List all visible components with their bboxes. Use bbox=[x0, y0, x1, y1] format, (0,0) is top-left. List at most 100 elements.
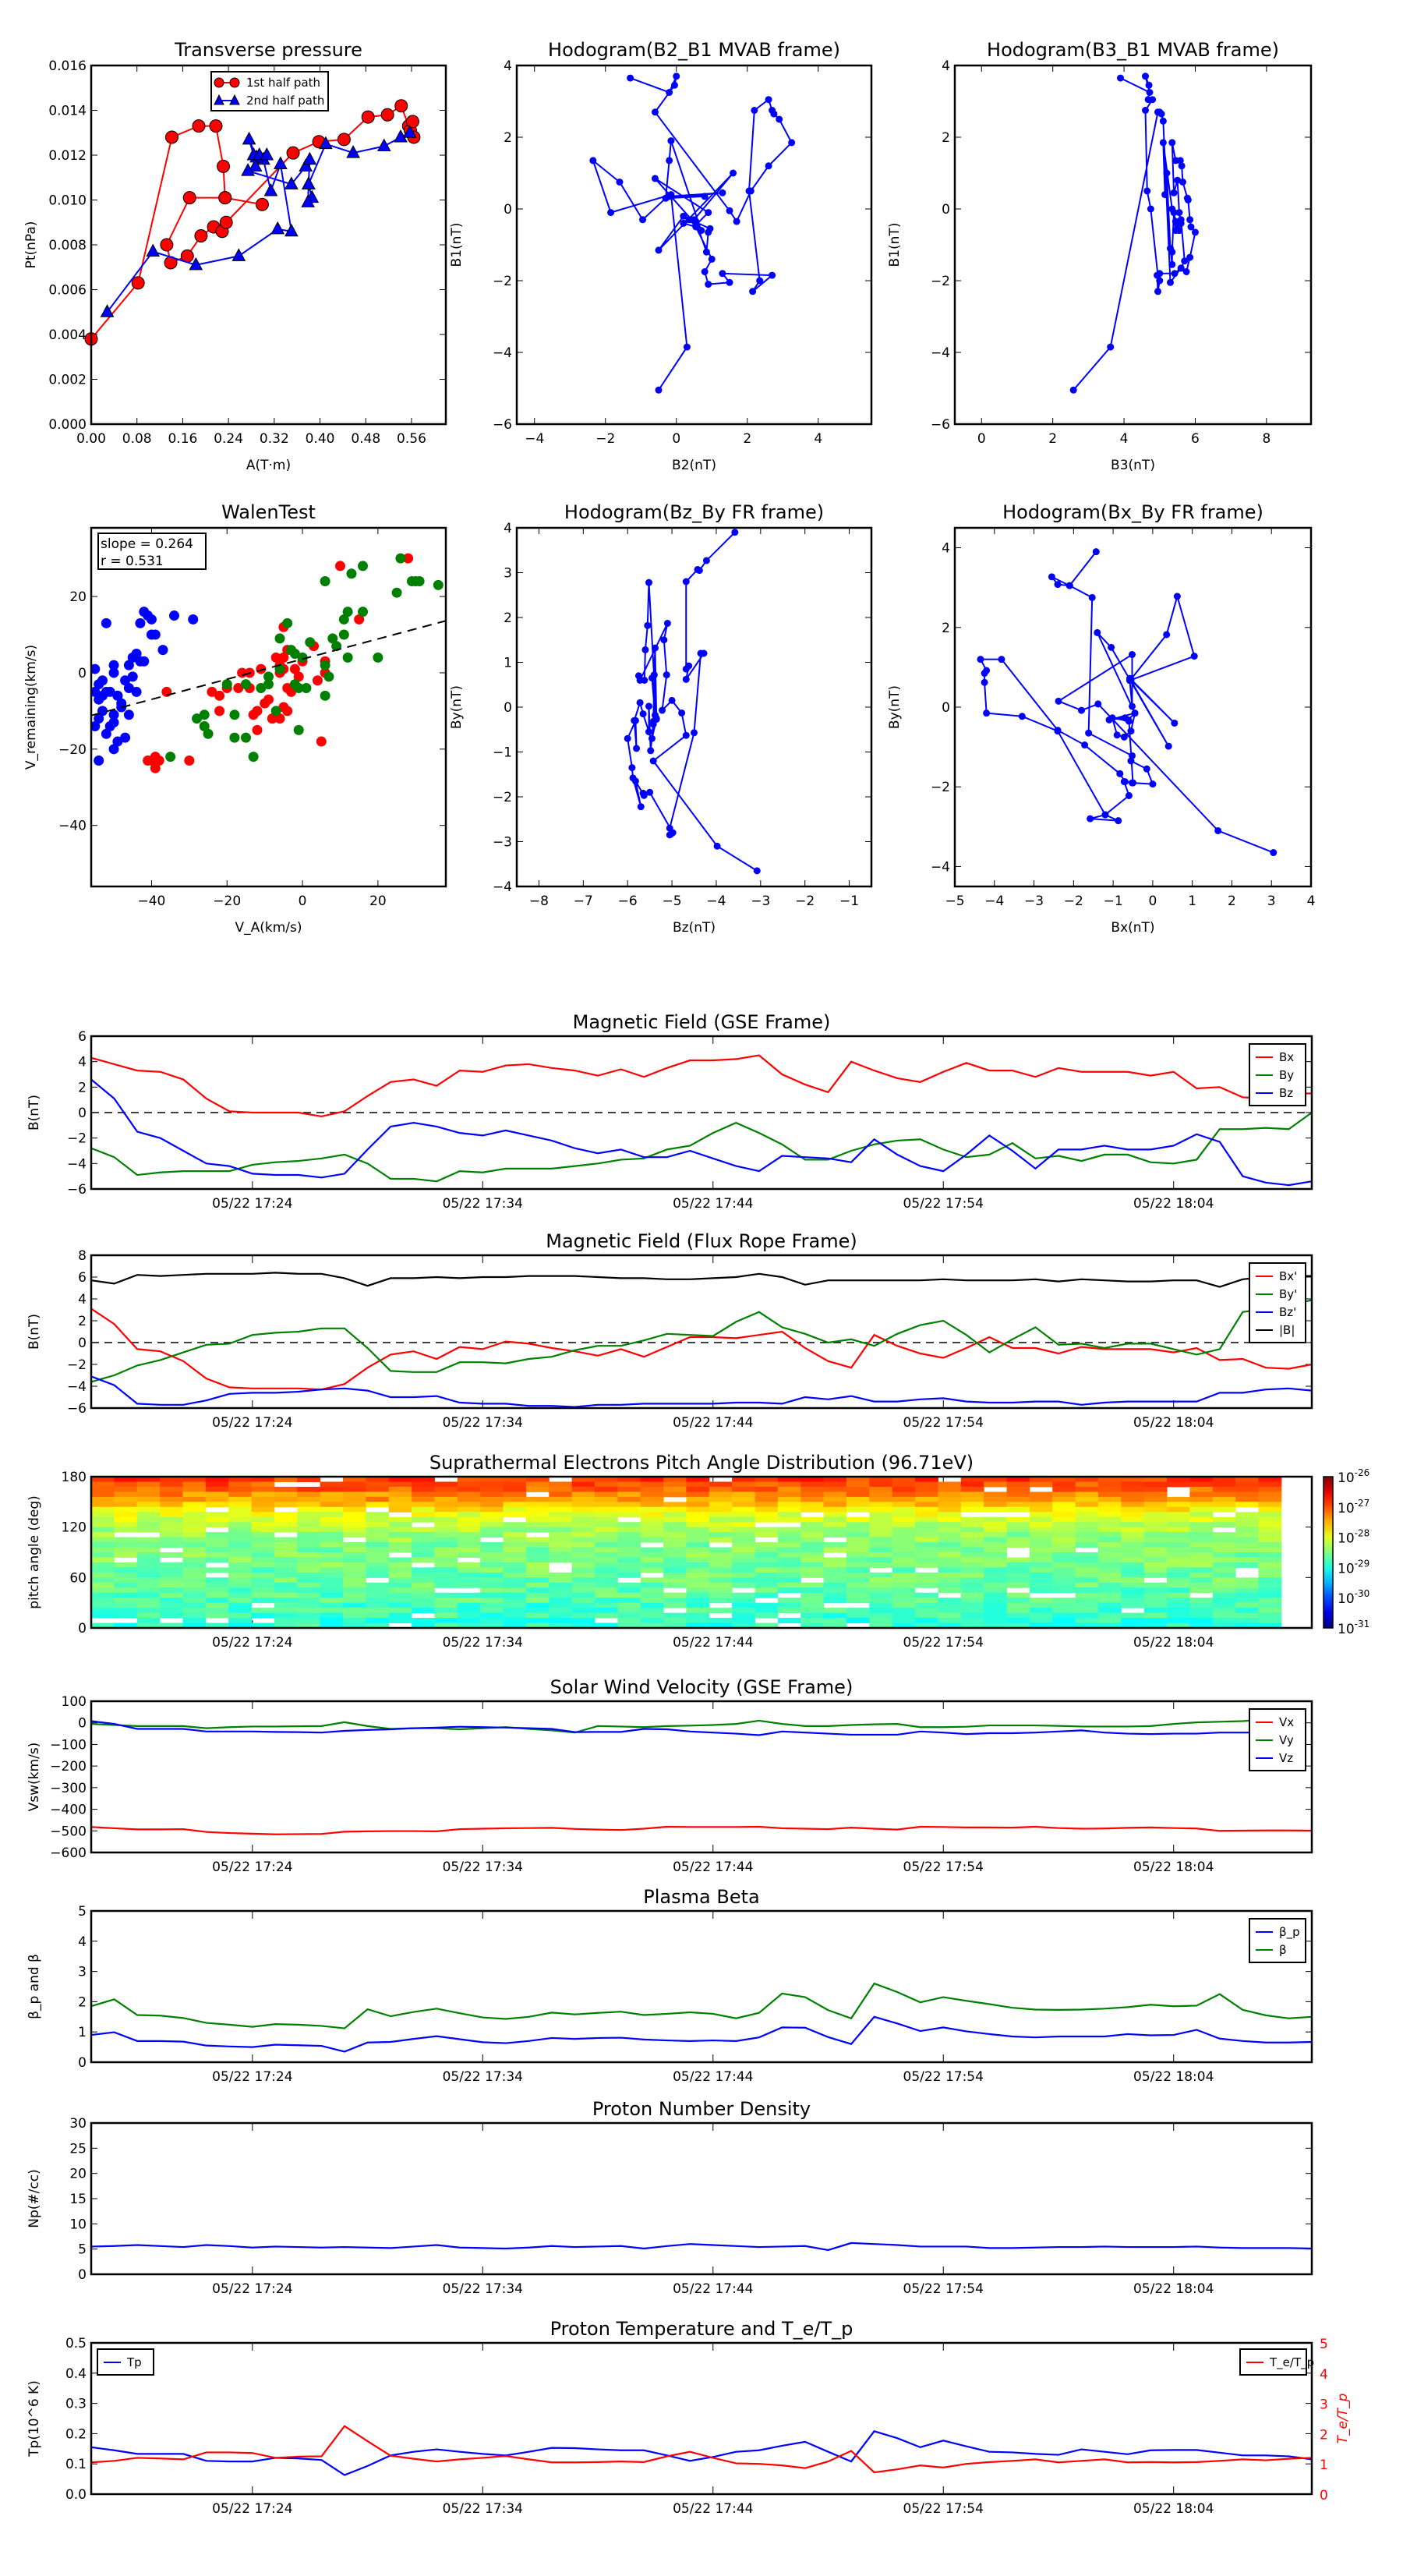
heatmap-cell bbox=[732, 1486, 756, 1492]
heatmap-cell bbox=[205, 1557, 229, 1563]
heatmap-cell bbox=[480, 1477, 504, 1482]
x-tick-label: −1 bbox=[839, 893, 859, 909]
heatmap-cell bbox=[91, 1516, 115, 1523]
heatmap-cell bbox=[205, 1542, 229, 1548]
heatmap-cell bbox=[136, 1598, 161, 1604]
heatmap-cell bbox=[1029, 1506, 1053, 1513]
heatmap-cell bbox=[228, 1592, 253, 1598]
heatmap-cell bbox=[342, 1542, 366, 1548]
plasma_beta-title: Plasma Beta bbox=[643, 1886, 759, 1908]
series-line-bx bbox=[90, 1307, 1313, 1391]
heatmap-cell bbox=[594, 1572, 618, 1578]
y-tick-label: 100 bbox=[62, 1694, 87, 1710]
x-tick-label: −2 bbox=[595, 431, 615, 447]
heatmap-cell bbox=[800, 1618, 825, 1624]
heatmap-cell bbox=[1121, 1527, 1145, 1533]
heatmap-cell bbox=[160, 1602, 183, 1608]
y-tick-label: 0 bbox=[78, 2055, 87, 2071]
heatmap-cell bbox=[984, 1592, 1007, 1598]
heatmap-cell bbox=[1235, 1547, 1259, 1553]
heatmap-cell bbox=[1052, 1557, 1076, 1563]
data-point bbox=[666, 89, 673, 96]
colorbar bbox=[1323, 1476, 1334, 1629]
y-tick-label: −3 bbox=[493, 835, 512, 851]
data-point bbox=[131, 276, 145, 290]
data-point bbox=[327, 633, 338, 644]
heatmap-cell bbox=[823, 1567, 847, 1573]
heatmap-cell bbox=[549, 1602, 573, 1608]
heatmap-cell bbox=[136, 1612, 161, 1619]
heatmap-cell bbox=[846, 1567, 870, 1573]
heatmap-cell bbox=[1006, 1572, 1030, 1578]
heatmap-cell bbox=[709, 1486, 733, 1492]
heatmap-cell bbox=[755, 1602, 779, 1608]
heatmap-cell bbox=[960, 1527, 984, 1533]
heatmap-cell bbox=[915, 1512, 938, 1518]
heatmap-cell bbox=[709, 1562, 733, 1568]
data-point bbox=[644, 621, 652, 629]
data-point bbox=[1092, 548, 1100, 556]
heatmap-cell bbox=[114, 1612, 138, 1619]
y-tick-label: 4 bbox=[942, 541, 950, 557]
sw_velocity-panel: Solar Wind Velocity (GSE Frame)05/22 17:… bbox=[27, 1676, 1313, 1875]
heatmap-cell bbox=[869, 1618, 893, 1624]
heatmap-cell bbox=[823, 1477, 847, 1482]
heatmap-cell bbox=[366, 1516, 390, 1523]
heatmap-cell bbox=[457, 1491, 481, 1498]
heatmap-cell bbox=[503, 1506, 527, 1513]
heatmap-cell bbox=[1167, 1572, 1190, 1578]
data-point bbox=[749, 288, 757, 295]
heatmap-cell bbox=[1006, 1602, 1030, 1608]
data-point bbox=[1172, 218, 1179, 225]
y-tick-label: 4 bbox=[504, 521, 512, 536]
heatmap-cell bbox=[869, 1516, 893, 1523]
x-tick-label: 4 bbox=[814, 431, 822, 447]
heatmap-cell bbox=[755, 1532, 779, 1538]
data-point bbox=[184, 755, 195, 766]
heatmap-cell bbox=[915, 1496, 938, 1502]
heatmap-cell bbox=[617, 1502, 641, 1508]
heatmap-cell bbox=[1121, 1512, 1145, 1518]
heatmap-cell bbox=[1121, 1587, 1145, 1594]
heatmap-cell bbox=[984, 1562, 1007, 1568]
heatmap-cell bbox=[1235, 1542, 1259, 1548]
heatmap-cell bbox=[984, 1537, 1007, 1543]
heatmap-cell bbox=[182, 1537, 207, 1543]
data-point bbox=[666, 157, 673, 165]
data-point bbox=[301, 194, 315, 207]
heatmap-cell bbox=[228, 1542, 253, 1548]
data-point bbox=[1177, 264, 1185, 272]
heatmap-cell bbox=[892, 1527, 916, 1533]
heatmap-cell bbox=[1235, 1516, 1259, 1523]
heatmap-cell bbox=[640, 1608, 664, 1614]
heatmap-cell bbox=[892, 1547, 916, 1553]
heatmap-cell bbox=[1258, 1537, 1282, 1543]
data-point bbox=[123, 660, 134, 671]
heatmap-cell bbox=[388, 1618, 412, 1624]
heatmap-cell bbox=[709, 1547, 733, 1553]
heatmap-cell bbox=[251, 1572, 275, 1578]
heatmap-cell bbox=[915, 1608, 938, 1614]
heatmap-cell bbox=[800, 1516, 825, 1523]
data-point bbox=[1174, 176, 1182, 184]
heatmap-cell bbox=[251, 1577, 275, 1583]
heatmap-cell bbox=[412, 1527, 435, 1533]
heatmap-cell bbox=[960, 1562, 984, 1568]
heatmap-cell bbox=[1097, 1502, 1122, 1508]
heatmap-cell bbox=[617, 1582, 641, 1588]
heatmap-cell bbox=[549, 1577, 573, 1583]
y-tick-label: −6 bbox=[931, 417, 950, 433]
data-point bbox=[1131, 709, 1139, 717]
data-point bbox=[1107, 343, 1115, 351]
heatmap-cell bbox=[525, 1567, 550, 1573]
series-line-p bbox=[90, 2015, 1313, 2053]
y-tick-label: 3 bbox=[78, 1965, 87, 1980]
data-point bbox=[713, 842, 721, 850]
heatmap-cell bbox=[938, 1602, 962, 1608]
heatmap-cell bbox=[1052, 1587, 1076, 1594]
heatmap-cell bbox=[869, 1502, 893, 1508]
data-point bbox=[354, 614, 365, 625]
heatmap-cell bbox=[412, 1532, 435, 1538]
heatmap-cell bbox=[274, 1516, 298, 1523]
heatmap-cell bbox=[823, 1481, 847, 1488]
